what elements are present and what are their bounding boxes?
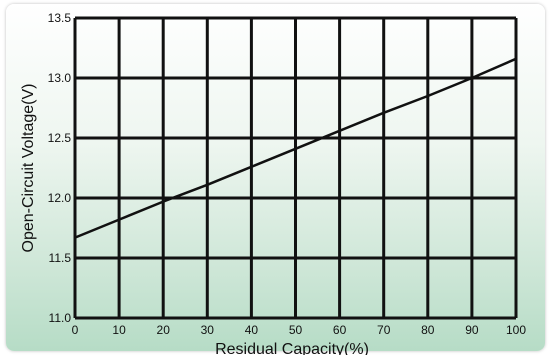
chart-background [6,4,545,351]
x-axis-ticks: 0 10 20 30 40 50 60 70 80 90 100 [72,323,527,337]
y-tick-label: 13.5 [48,11,72,25]
y-tick-label: 11.0 [49,311,72,325]
y-tick-label: 12.0 [48,191,72,205]
x-tick-label: 70 [377,323,391,337]
x-tick-label: 30 [201,323,215,337]
x-tick-label: 100 [506,323,526,337]
x-tick-label: 10 [112,323,126,337]
x-tick-label: 20 [157,323,171,337]
y-axis-ticks: 11.0 11.5 12.0 12.5 13.0 13.5 [48,11,72,325]
x-axis-title: Residual Capacity(%) [215,341,369,355]
chart-grid [73,16,518,320]
x-tick-label: 60 [333,323,347,337]
y-tick-label: 12.5 [48,131,72,145]
x-tick-label: 50 [289,323,303,337]
chart-series [74,57,517,239]
y-tick-label: 11.5 [49,251,72,265]
x-tick-label: 90 [465,323,479,337]
y-tick-label: 13.0 [48,71,72,85]
y-axis-title: Open-Circuit Voltage(V) [20,84,37,253]
x-tick-label: 0 [72,323,79,337]
x-tick-label: 40 [245,323,259,337]
x-tick-label: 80 [421,323,435,337]
